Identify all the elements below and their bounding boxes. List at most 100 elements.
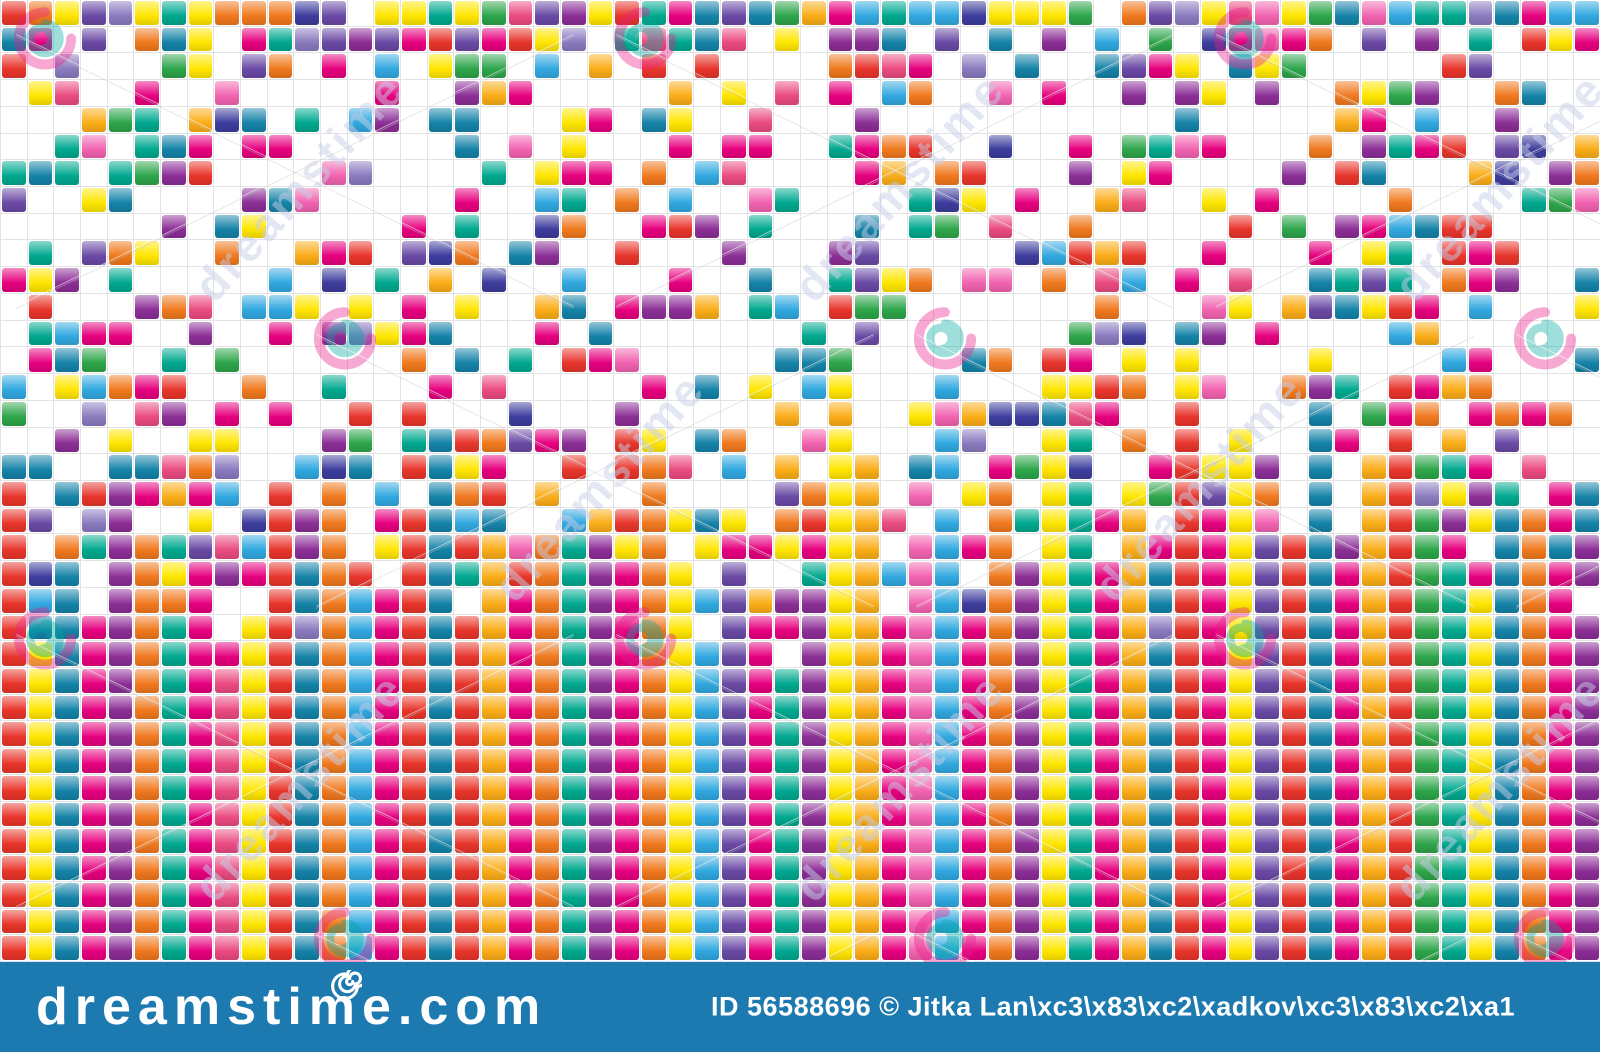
mosaic-cell	[694, 187, 721, 214]
mosaic-tile	[401, 214, 426, 239]
mosaic-cell	[1094, 133, 1121, 161]
mosaic-cell	[667, 26, 695, 54]
mosaic-cell	[614, 400, 641, 428]
mosaic-cell	[907, 721, 935, 749]
mosaic-cell	[320, 534, 348, 562]
mosaic-cell	[640, 293, 668, 321]
mosaic-cell	[1280, 774, 1308, 802]
mosaic-tile	[1228, 1, 1253, 25]
mosaic-tile	[215, 81, 239, 105]
mosaic-cell	[294, 320, 321, 348]
mosaic-tile	[668, 856, 693, 880]
mosaic-cell	[1094, 347, 1121, 375]
mosaic-cell	[1307, 26, 1335, 54]
mosaic-cell	[107, 641, 135, 669]
mosaic-cell	[1360, 614, 1388, 642]
mosaic-cell	[1494, 587, 1521, 615]
mosaic-tile	[1361, 749, 1386, 773]
mosaic-tile	[241, 188, 266, 212]
mosaic-tile	[481, 81, 506, 105]
mosaic-cell	[107, 587, 135, 615]
mosaic-tile	[81, 508, 106, 533]
mosaic-cell	[800, 0, 828, 27]
mosaic-cell	[1547, 774, 1575, 802]
mosaic-cell	[1440, 400, 1468, 428]
mosaic-cell	[480, 106, 508, 134]
mosaic-tile	[1041, 455, 1066, 479]
mosaic-tile	[55, 535, 79, 560]
mosaic-tile	[641, 802, 666, 827]
mosaic-tile	[748, 375, 773, 399]
mosaic-cell	[1307, 320, 1335, 348]
mosaic-cell	[1254, 374, 1281, 401]
mosaic-cell	[1120, 267, 1148, 294]
mosaic-cell	[400, 400, 428, 428]
mosaic-tile	[988, 1, 1013, 25]
mosaic-cell	[1254, 774, 1281, 802]
mosaic-cell	[694, 0, 721, 27]
mosaic-cell	[294, 801, 321, 829]
mosaic-cell	[1280, 106, 1308, 134]
mosaic-tile	[961, 749, 986, 773]
mosaic-tile	[375, 321, 399, 346]
mosaic-cell	[400, 213, 428, 241]
mosaic-tile	[641, 749, 666, 773]
mosaic-tile	[1415, 722, 1439, 747]
mosaic-cell	[1414, 507, 1441, 535]
mosaic-tile	[988, 882, 1013, 907]
mosaic-tile	[1521, 829, 1546, 854]
mosaic-tile	[375, 54, 399, 79]
mosaic-cell	[54, 614, 81, 642]
mosaic-tile	[935, 455, 959, 479]
mosaic-tile	[375, 722, 399, 747]
mosaic-tile	[535, 615, 559, 640]
mosaic-cell	[667, 187, 695, 214]
mosaic-cell	[1174, 668, 1201, 695]
mosaic-tile	[561, 107, 586, 132]
mosaic-tile	[828, 27, 853, 52]
mosaic-tile	[1095, 241, 1119, 266]
mosaic-cell	[854, 614, 881, 642]
mosaic-cell	[827, 320, 855, 348]
mosaic-cell	[1414, 106, 1441, 134]
mosaic-tile	[1121, 321, 1146, 346]
mosaic-cell	[667, 480, 695, 508]
mosaic-cell	[560, 427, 588, 455]
mosaic-cell	[960, 721, 988, 749]
mosaic-tile	[508, 775, 533, 800]
mosaic-cell	[1307, 774, 1335, 802]
mosaic-tile	[588, 535, 613, 560]
mosaic-cell	[1440, 160, 1468, 188]
mosaic-tile	[1388, 481, 1413, 506]
mosaic-cell	[294, 587, 321, 615]
mosaic-cell	[267, 187, 295, 214]
mosaic-tile	[935, 936, 959, 960]
mosaic-cell	[427, 240, 455, 268]
mosaic-cell	[320, 668, 348, 695]
mosaic-cell	[347, 748, 375, 775]
mosaic-tile	[215, 348, 239, 373]
mosaic-cell	[1200, 427, 1228, 455]
mosaic-cell	[267, 694, 295, 722]
mosaic-tile	[428, 669, 453, 693]
mosaic-tile	[935, 375, 959, 399]
mosaic-cell	[1200, 774, 1228, 802]
mosaic-cell	[54, 133, 81, 161]
mosaic-cell	[1547, 881, 1575, 909]
mosaic-tile	[561, 268, 586, 292]
mosaic-cell	[907, 0, 935, 27]
mosaic-cell	[800, 454, 828, 481]
mosaic-cell	[374, 480, 401, 508]
mosaic-tile	[961, 188, 986, 212]
mosaic-cell	[747, 641, 775, 669]
mosaic-tile	[695, 829, 719, 854]
mosaic-tile	[401, 455, 426, 479]
mosaic-tile	[935, 829, 959, 854]
mosaic-tile	[1441, 134, 1466, 159]
mosaic-cell	[1280, 160, 1308, 188]
mosaic-cell	[1067, 721, 1095, 749]
mosaic-tile	[268, 535, 293, 560]
mosaic-cell	[694, 213, 721, 241]
mosaic-tile	[1335, 775, 1359, 800]
mosaic-cell	[1067, 801, 1095, 829]
